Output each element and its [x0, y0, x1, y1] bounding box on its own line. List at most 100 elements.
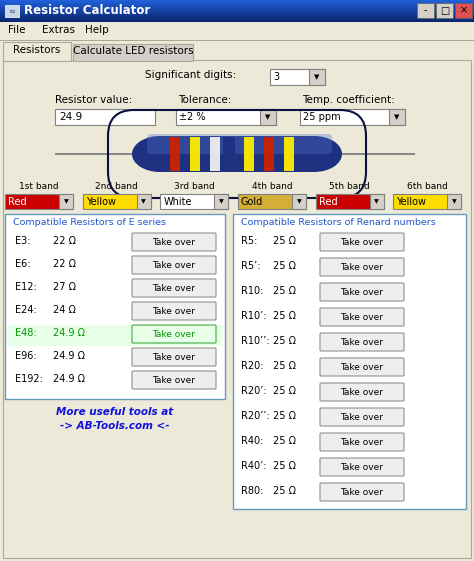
Bar	[55, 153, 170, 155]
Bar	[223, 137, 235, 171]
Text: Resistor value:: Resistor value:	[55, 95, 132, 105]
Text: 24 Ω: 24 Ω	[53, 305, 76, 315]
Text: Red: Red	[8, 196, 27, 206]
Bar	[0, 6, 474, 7]
Text: Take over: Take over	[340, 362, 383, 371]
Bar	[270, 69, 325, 85]
Text: E96:: E96:	[15, 351, 36, 361]
Bar	[7, 325, 223, 346]
Bar	[316, 194, 383, 209]
Bar	[170, 137, 180, 171]
FancyBboxPatch shape	[132, 348, 216, 366]
Text: ▼: ▼	[374, 199, 379, 204]
Text: Help: Help	[85, 25, 109, 35]
Text: 25 Ω: 25 Ω	[273, 336, 296, 346]
Bar	[82, 194, 151, 209]
FancyBboxPatch shape	[320, 483, 404, 501]
Text: R80:: R80:	[241, 486, 264, 496]
Bar	[160, 136, 314, 172]
Bar	[300, 109, 405, 125]
Text: Take over: Take over	[153, 283, 195, 292]
Text: Compatible Resistors of E series: Compatible Resistors of E series	[13, 218, 166, 227]
Text: White: White	[164, 196, 192, 206]
Bar	[0, 11, 474, 12]
Text: Take over: Take over	[153, 352, 195, 361]
Text: Take over: Take over	[153, 329, 195, 338]
Text: R40:: R40:	[241, 436, 264, 446]
Bar	[0, 21, 474, 22]
Text: E48:: E48:	[15, 328, 36, 338]
Bar	[260, 109, 276, 125]
Bar	[264, 137, 274, 171]
Bar	[0, 2, 474, 3]
Bar	[393, 194, 461, 209]
Text: 25 ppm: 25 ppm	[303, 112, 341, 122]
Bar	[3, 42, 71, 61]
Text: Yellow: Yellow	[86, 196, 116, 206]
Text: Take over: Take over	[340, 263, 383, 272]
Bar	[5, 5, 19, 17]
Text: 25 Ω: 25 Ω	[273, 286, 296, 296]
Text: Yellow: Yellow	[396, 196, 426, 206]
Text: File: File	[8, 25, 26, 35]
Bar	[0, 40, 474, 41]
Bar	[447, 194, 461, 209]
Bar	[137, 194, 151, 209]
Bar	[0, 10, 474, 11]
Bar	[0, 3, 474, 4]
Bar	[300, 153, 415, 155]
Bar	[233, 214, 466, 509]
Bar	[0, 16, 474, 17]
Text: ▼: ▼	[265, 114, 271, 120]
Bar	[55, 109, 155, 125]
Text: Take over: Take over	[340, 438, 383, 447]
Text: 25 Ω: 25 Ω	[273, 436, 296, 446]
Text: Extras: Extras	[42, 25, 75, 35]
FancyBboxPatch shape	[320, 233, 404, 251]
Text: R10:: R10:	[241, 286, 264, 296]
Bar	[292, 194, 306, 209]
Bar	[0, 5, 474, 6]
Text: E6:: E6:	[15, 259, 30, 269]
Text: Resistor Calculator: Resistor Calculator	[24, 4, 150, 17]
Bar	[7, 233, 223, 254]
Bar	[0, 17, 474, 18]
Bar	[0, 8, 474, 9]
Bar	[214, 194, 228, 209]
Text: E24:: E24:	[15, 305, 37, 315]
Bar	[59, 194, 73, 209]
Bar	[417, 3, 434, 18]
Bar	[5, 214, 225, 399]
Bar	[244, 137, 254, 171]
Text: 24.9: 24.9	[59, 112, 82, 122]
FancyBboxPatch shape	[320, 458, 404, 476]
Bar	[160, 194, 228, 209]
FancyBboxPatch shape	[320, 383, 404, 401]
Bar	[7, 371, 223, 392]
Text: □: □	[440, 6, 449, 16]
Bar	[7, 348, 223, 369]
Text: 6th band: 6th band	[407, 182, 448, 191]
FancyBboxPatch shape	[320, 358, 404, 376]
Bar	[0, 1, 474, 2]
Text: 1st band: 1st band	[19, 182, 59, 191]
Bar	[7, 302, 223, 323]
Text: Take over: Take over	[340, 287, 383, 297]
Text: Take over: Take over	[340, 412, 383, 421]
Bar	[210, 137, 220, 171]
Bar	[0, 15, 474, 16]
Bar	[7, 279, 223, 300]
Bar	[309, 69, 325, 85]
Text: 25 Ω: 25 Ω	[273, 386, 296, 396]
Text: Gold: Gold	[241, 196, 263, 206]
Bar	[5, 194, 73, 209]
FancyBboxPatch shape	[132, 371, 216, 389]
Text: R20’:: R20’:	[241, 386, 266, 396]
FancyBboxPatch shape	[320, 333, 404, 351]
Text: Red: Red	[319, 196, 337, 206]
Text: -: -	[424, 6, 427, 16]
Text: Significant digits:: Significant digits:	[145, 70, 236, 80]
Text: Take over: Take over	[340, 488, 383, 496]
FancyBboxPatch shape	[132, 256, 216, 274]
FancyBboxPatch shape	[132, 302, 216, 320]
